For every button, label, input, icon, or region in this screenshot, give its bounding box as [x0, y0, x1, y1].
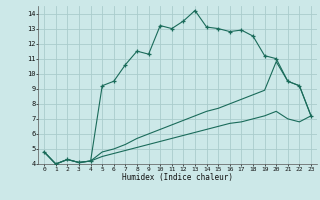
X-axis label: Humidex (Indice chaleur): Humidex (Indice chaleur) [122, 173, 233, 182]
